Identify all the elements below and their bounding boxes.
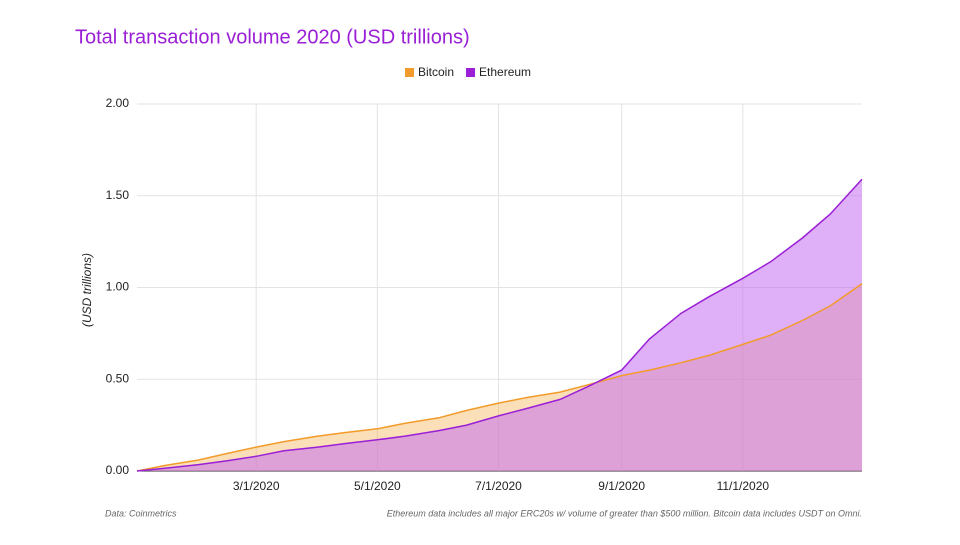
- line: [136, 178, 863, 472]
- legend-swatch: [466, 68, 476, 77]
- y-axis-label: (USD trillions): [80, 253, 94, 327]
- line: [136, 283, 863, 472]
- y-tick-label: 1.00: [106, 280, 130, 294]
- legend: Bitcoin Ethereum: [405, 65, 531, 79]
- legend-label: Ethereum: [479, 65, 531, 79]
- x-tick-label: 5/1/2020: [354, 479, 401, 493]
- x-tick-label: 9/1/2020: [598, 479, 645, 493]
- legend-label: Bitcoin: [418, 65, 454, 79]
- y-tick-label: 0.00: [106, 463, 130, 477]
- x-tick-label: 3/1/2020: [233, 479, 280, 493]
- chart-title: Total transaction volume 2020 (USD trill…: [75, 26, 470, 48]
- source-note: Data: Coinmetrics: [105, 508, 177, 518]
- x-tick-label: 7/1/2020: [475, 479, 522, 493]
- legend-swatch: [405, 68, 414, 77]
- x-tick-label: 11/1/2020: [717, 479, 770, 493]
- area-fill: [137, 179, 862, 471]
- footnote: Ethereum data includes all major ERC20s …: [387, 508, 862, 518]
- y-tick-label: 2.00: [106, 96, 130, 110]
- y-tick-label: 0.50: [106, 371, 130, 385]
- y-tick-label: 1.50: [106, 188, 130, 202]
